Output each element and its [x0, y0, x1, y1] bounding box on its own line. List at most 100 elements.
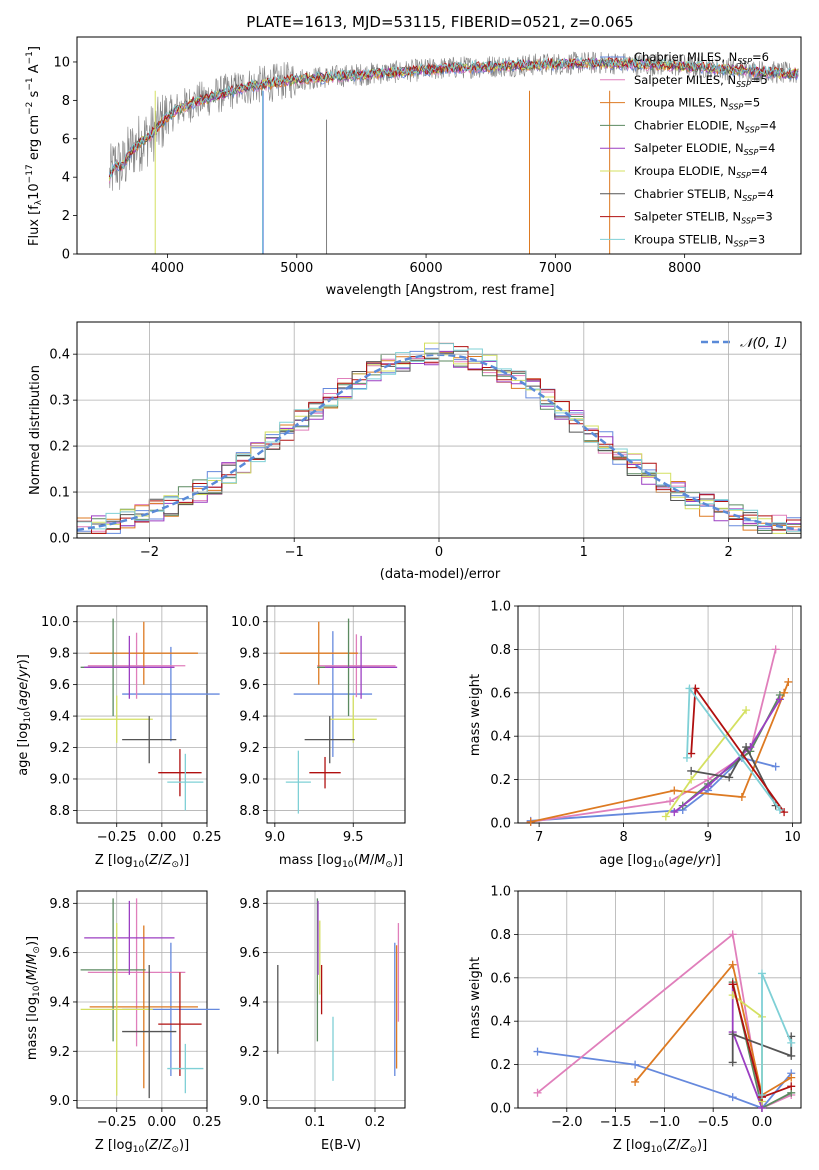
age-vs-metallicity-panel: Z [log10(Z/Z⊙)] age [log10(age/yr)] [16, 654, 189, 870]
legend-label-8: Salpeter STELIB, NSSP=3 [634, 210, 773, 226]
mw-age-series-5 [673, 698, 781, 813]
spectrum-x-label: wavelength [Angstrom, rest frame] [326, 283, 555, 298]
mass-z-xtick-label: −0.25 [97, 1115, 137, 1130]
mw-age-marker [771, 645, 780, 654]
histogram-xtick-label: −2 [140, 545, 159, 560]
mass-ebv-ytick-label: 9.4 [239, 995, 260, 1010]
mass-ebv-ytick-label: 9.2 [239, 1045, 260, 1060]
mw-age-ytick-label: 0.6 [490, 686, 511, 701]
mw-z-series-3 [634, 962, 792, 1097]
mw-age-marker [687, 749, 696, 758]
mw-age-marker [661, 812, 670, 821]
legend-label-4: Chabrier ELODIE, NSSP=4 [634, 118, 776, 134]
mass-weight-vs-metallicity-panel: Z [log10(Z/Z⊙)] mass weight [468, 957, 707, 1155]
spectrum-title: PLATE=1613, MJD=53115, FIBERID=0521, z=0… [246, 13, 633, 31]
legend-label-9: Kroupa STELIB, NSSP=3 [634, 232, 765, 248]
histogram-xtick-label: 2 [724, 545, 732, 560]
age-z-ytick-label: 8.8 [49, 804, 70, 819]
age-z-ytick-label: 9.6 [49, 678, 70, 693]
mw-age-marker [526, 817, 535, 826]
mw-z-marker [533, 1088, 542, 1097]
mass-z-ytick-label: 9.0 [49, 1094, 70, 1109]
mw-age-marker [780, 808, 789, 817]
mw-age-marker [670, 786, 679, 795]
age-mass-ytick-label: 9.2 [239, 741, 260, 756]
histogram-ytick-label: 0.0 [49, 532, 70, 547]
mw-z-marker [631, 1060, 640, 1069]
mw-age-marker [666, 797, 675, 806]
mw-age-xtick-label: 8 [619, 830, 627, 845]
legend-label-5: Salpeter ELODIE, NSSP=4 [634, 141, 775, 157]
age-z-ytick-label: 9.0 [49, 772, 70, 787]
age-mass-x-label: mass [log10(M/M⊙)] [279, 853, 403, 870]
mass-z-xtick-label: 0.00 [147, 1115, 176, 1130]
age-mass-ytick-label: 9.8 [239, 647, 260, 662]
age-mass-ytick-label: 9.4 [239, 710, 260, 725]
mass-z-ytick-label: 9.6 [49, 946, 70, 961]
model-spectrum-8 [108, 56, 799, 178]
mass-z-xtick-label: 0.25 [193, 1115, 222, 1130]
mw-age-ytick-label: 0.0 [490, 817, 511, 832]
mass-z-ytick-label: 9.2 [49, 1045, 70, 1060]
mass-ebv-ytick-label: 9.0 [239, 1094, 260, 1109]
age-mass-ytick-label: 9.6 [239, 678, 260, 693]
mw-z-ytick-label: 0.6 [490, 971, 511, 986]
mw-age-marker [775, 805, 784, 814]
mw-z-marker [728, 930, 737, 939]
histogram-ytick-label: 0.1 [49, 486, 70, 501]
histogram-x-label: (data-model)/error [380, 567, 501, 582]
age-z-frame [76, 605, 208, 824]
mw-age-xtick-label: 9 [704, 830, 712, 845]
mw-z-ytick-label: 0.4 [490, 1015, 511, 1030]
mw-z-marker [757, 969, 766, 978]
mw-z-marker [728, 960, 737, 969]
mw-age-marker [682, 753, 691, 762]
histogram-y-label: Normed distribution [28, 365, 43, 495]
mw-age-y-label: mass weight [468, 674, 483, 756]
mw-z-ytick-label: 0.2 [490, 1058, 511, 1073]
age-mass-ytick-label: 10.0 [231, 615, 260, 630]
mw-age-xtick-label: 7 [535, 830, 543, 845]
mw-age-ytick-label: 0.2 [490, 773, 511, 788]
age-mass-xtick-label: 9.0 [264, 830, 285, 845]
mw-age-marker [725, 773, 734, 782]
spectrum-panel: PLATE=1613, MJD=53115, FIBERID=0521, z=0… [25, 13, 799, 298]
mass-ebv-xtick-label: 0.2 [365, 1115, 386, 1130]
mw-z-marker [787, 1038, 796, 1047]
histogram-ytick-label: 0.4 [49, 348, 70, 363]
histogram-legend: 𝒩(0, 1) [701, 336, 787, 351]
mass-z-ytick-label: 9.4 [49, 995, 70, 1010]
mw-z-xtick-label: −2.0 [551, 1115, 583, 1130]
mw-z-marker [728, 1030, 737, 1039]
mw-z-series-9 [761, 973, 793, 1095]
histogram-ytick-label: 0.2 [49, 440, 70, 455]
histogram-xtick-label: −1 [285, 545, 304, 560]
histogram-xtick-label: 0 [435, 545, 443, 560]
mw-age-marker [737, 792, 746, 801]
histogram-xtick-label: 1 [580, 545, 588, 560]
legend-label-7: Chabrier STELIB, NSSP=4 [634, 187, 774, 203]
mw-z-xtick-label: −1.5 [600, 1115, 632, 1130]
mw-z-ytick-label: 1.0 [490, 885, 511, 900]
mw-z-series-2 [536, 932, 792, 1110]
legend-label-6: Kroupa ELODIE, NSSP=4 [634, 164, 768, 180]
legend-label-2: Salpeter MILES, NSSP=5 [634, 73, 768, 89]
mw-age-marker [775, 695, 784, 704]
mass-ebv-xtick-label: 0.1 [305, 1115, 326, 1130]
mw-age-marker [687, 766, 696, 775]
spectrum-ytick-label: 6 [62, 132, 70, 147]
spectrum-y-label: Flux [fλ10−17 erg cm−2 s−1 A−1] [25, 46, 44, 246]
mw-z-marker [757, 1090, 766, 1099]
mw-z-marker [728, 1093, 737, 1102]
model-spectrum-9 [108, 56, 799, 178]
age-z-ytick-label: 9.8 [49, 647, 70, 662]
spectrum-ytick-label: 2 [62, 209, 70, 224]
mass-z-x-label: Z [log10(Z/Z⊙)] [95, 1138, 189, 1155]
histogram-legend-label: 𝒩(0, 1) [740, 336, 787, 351]
mass-z-y-label: mass [log10(M/M⊙)] [25, 936, 42, 1060]
spectrum-ytick-label: 4 [62, 171, 70, 186]
age-z-ytick-label: 9.4 [49, 710, 70, 725]
mw-z-frame [517, 890, 802, 1109]
mw-age-marker [685, 684, 694, 693]
age-mass-ytick-label: 8.8 [239, 804, 260, 819]
